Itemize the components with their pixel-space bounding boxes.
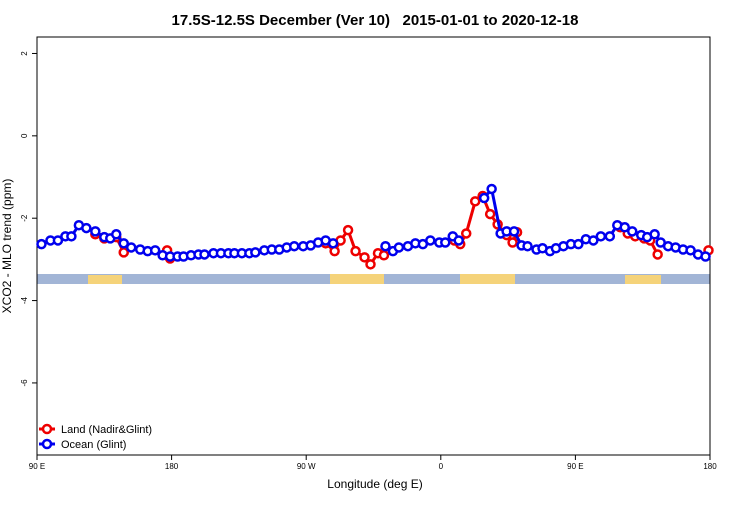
chart-title: 17.5S-12.5S December (Ver 10) 2015-01-01… [172, 12, 579, 29]
data-point [440, 237, 451, 248]
data-point [350, 245, 361, 257]
data-point [365, 259, 376, 270]
data-point [469, 196, 481, 207]
data-point [359, 252, 370, 263]
data-point [81, 222, 92, 234]
data-point [685, 245, 696, 256]
data-point [588, 235, 599, 246]
data-point [378, 250, 390, 261]
land-patch [460, 274, 515, 284]
y-tick-label: -6 [20, 379, 29, 387]
data-point [66, 231, 77, 242]
y-tick-label: -4 [20, 296, 29, 304]
data-point [342, 224, 354, 236]
land-patch [330, 274, 384, 284]
data-point [508, 226, 520, 237]
land-patch [625, 275, 661, 284]
data-point [619, 222, 631, 233]
data-point [327, 238, 339, 249]
data-point [604, 231, 616, 242]
data-point [460, 228, 472, 239]
data-point [288, 240, 300, 252]
x-tick-label: 0 [439, 462, 444, 471]
data-point [507, 237, 518, 248]
x-tick-label: 180 [165, 462, 179, 471]
data-point [522, 240, 533, 252]
surface-band [37, 274, 710, 284]
data-point [149, 245, 161, 256]
data-point [111, 229, 122, 240]
x-tick-label: 90 E [567, 462, 583, 471]
data-point [380, 240, 391, 252]
data-point [425, 235, 436, 246]
data-point [478, 192, 490, 204]
data-point [595, 231, 607, 242]
data-point [393, 242, 405, 253]
y-tick-label: 2 [20, 51, 29, 56]
data-point [199, 249, 210, 260]
data-point [90, 226, 101, 237]
data-point [118, 238, 129, 249]
data-point [52, 235, 64, 246]
legend-marker [41, 423, 53, 435]
y-tick-label: -2 [20, 214, 29, 222]
y-axis-label: XCO2 - MLO trend (ppm) [0, 179, 14, 314]
data-point [700, 251, 711, 262]
y-tick-label: 0 [20, 133, 29, 138]
x-tick-label: 180 [703, 462, 717, 471]
data-point [573, 238, 584, 250]
data-point [453, 235, 464, 246]
data-point [250, 247, 261, 258]
data-point [649, 229, 660, 240]
legend-label: Ocean (Glint) [61, 439, 126, 451]
data-point [626, 226, 638, 237]
x-tick-label: 90 E [29, 462, 45, 471]
legend-label: Land (Nadir&Glint) [61, 424, 152, 436]
data-point [652, 249, 663, 260]
data-point [125, 242, 137, 253]
land-patch [88, 275, 122, 284]
data-point [484, 208, 496, 220]
data-point [36, 238, 47, 250]
x-tick-label: 90 W [297, 462, 316, 471]
x-axis-label: Longitude (deg E) [327, 477, 422, 491]
legend-marker [41, 438, 53, 450]
data-point [486, 183, 497, 195]
